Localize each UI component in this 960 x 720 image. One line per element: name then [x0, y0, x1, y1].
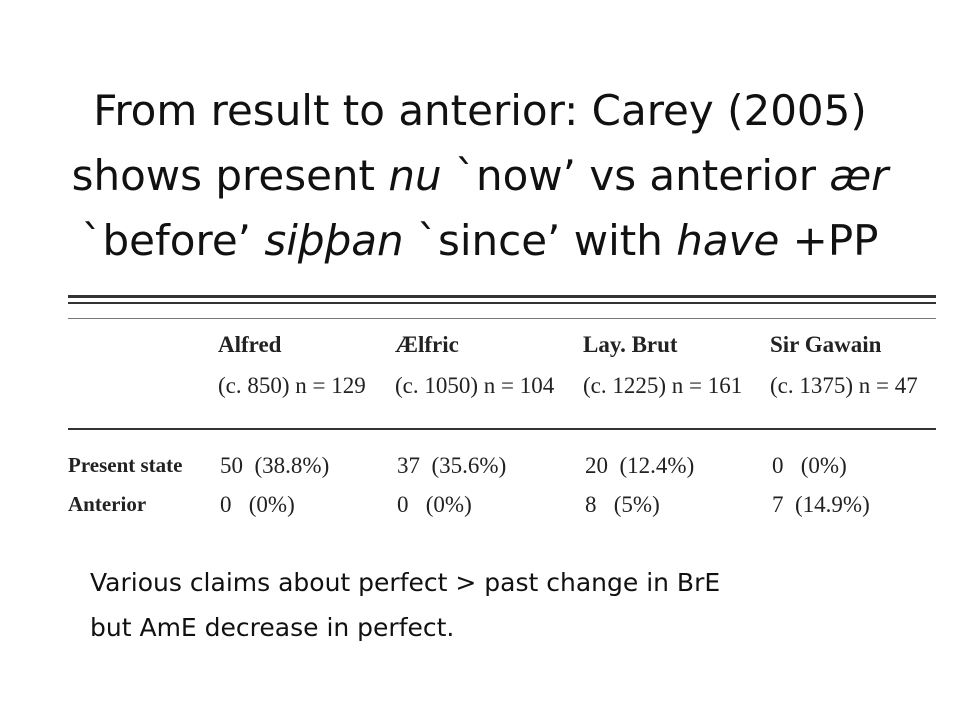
table-rule	[68, 295, 936, 298]
title-segment: From result to anterior: Carey (2005)	[93, 86, 867, 135]
title-segment: `now’ vs anterior	[441, 151, 830, 200]
table-cell: 20 (12.4%)	[585, 453, 695, 478]
column-name: Alfred	[218, 332, 282, 357]
slide-title: From result to anterior: Carey (2005) sho…	[0, 78, 960, 273]
table-cell: 50 (38.8%)	[220, 453, 330, 478]
title-segment: `before’	[81, 216, 265, 265]
table-cell: 0 (0%)	[772, 453, 847, 478]
column-detail: (c. 1050) n = 104	[395, 373, 555, 398]
column-detail: (c. 1225) n = 161	[583, 373, 743, 398]
table-cell: 37 (35.6%)	[397, 453, 507, 478]
column-detail: (c. 1375) n = 47	[770, 373, 918, 398]
title-segment: ær	[829, 151, 889, 200]
title-segment: have	[676, 216, 780, 265]
title-segment: +PP	[779, 216, 879, 265]
title-line: From result to anterior: Carey (2005)	[0, 78, 960, 143]
table-rule	[68, 428, 936, 430]
table-cell: 0 (0%)	[220, 492, 295, 517]
title-line: shows present nu `now’ vs anterior ær	[0, 143, 960, 208]
note-line: but AmE decrease in perfect.	[90, 613, 455, 642]
column-name: Ælfric	[395, 332, 459, 357]
title-segment: shows present	[71, 151, 389, 200]
note-line: Various claims about perfect > past chan…	[90, 568, 721, 597]
row-label: Anterior	[68, 492, 147, 516]
note: Various claims about perfect > past chan…	[90, 560, 720, 650]
title-line: `before’ siþþan `since’ with have +PP	[0, 208, 960, 273]
column-name: Sir Gawain	[770, 332, 882, 357]
row-label: Present state	[68, 453, 183, 477]
table-cell: 0 (0%)	[397, 492, 472, 517]
table-rule	[68, 302, 936, 304]
column-detail: (c. 850) n = 129	[218, 373, 366, 398]
table-cell: 7 (14.9%)	[772, 492, 870, 517]
title-segment: `since’ with	[403, 216, 677, 265]
table-cell: 8 (5%)	[585, 492, 660, 517]
title-segment: nu	[388, 151, 442, 200]
table-rule	[68, 318, 936, 319]
title-segment: siþþan	[264, 216, 404, 265]
column-name: Lay. Brut	[583, 332, 678, 357]
